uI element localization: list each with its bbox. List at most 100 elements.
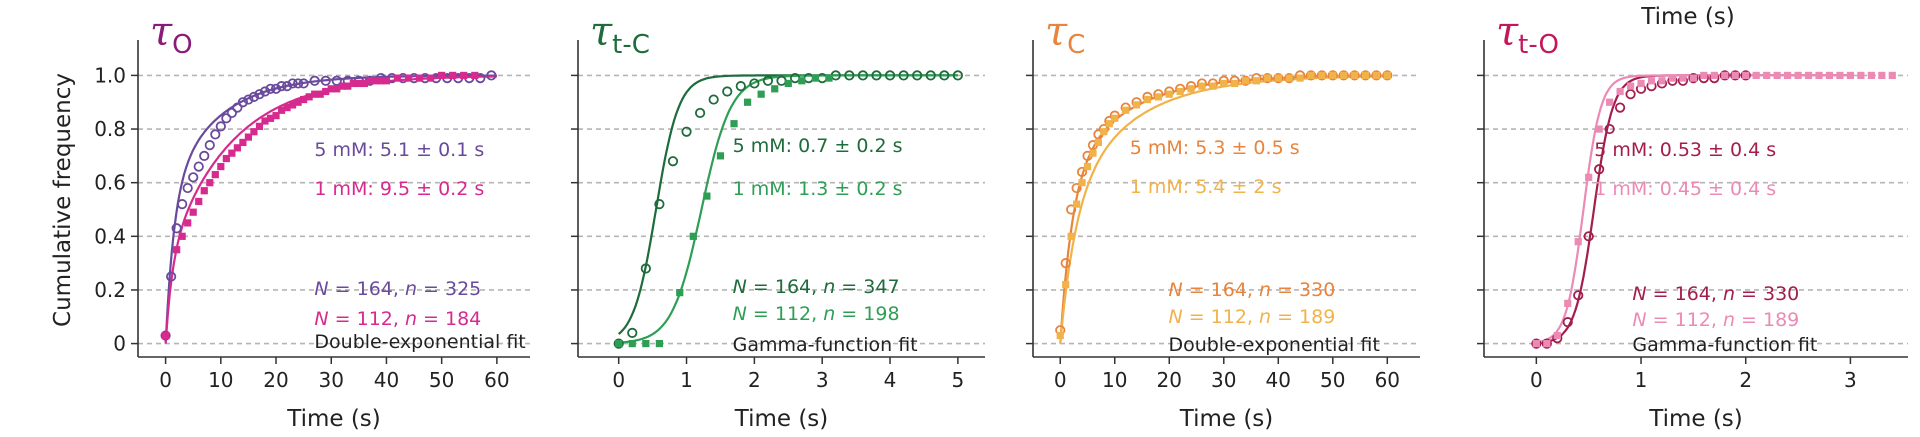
- data-point: [857, 70, 869, 81]
- figure-ylabel: Cumulative frequency: [50, 73, 76, 327]
- data-point: [1647, 77, 1656, 85]
- data-point: [667, 156, 679, 167]
- data-point: [166, 271, 177, 282]
- data-point: [283, 103, 291, 112]
- data-point: [188, 172, 199, 183]
- data-point: [287, 78, 298, 89]
- data-point: [1340, 71, 1348, 80]
- data-point: [1595, 125, 1603, 133]
- data-point: [1815, 71, 1823, 80]
- panel-1: 0 0.2 0.4 0.6 0.8 1.0 0 10 20 30 40 50 60 Time (s) τO 5…: [94, 9, 530, 432]
- panel-title: τO: [150, 9, 193, 60]
- data-point: [438, 71, 446, 80]
- data-point: [226, 107, 237, 119]
- data-point: [1794, 71, 1802, 80]
- data-point: [243, 94, 254, 105]
- data-point: [798, 77, 806, 85]
- data-point: [1350, 71, 1359, 80]
- data-point: [173, 246, 181, 254]
- rate-annotation: 5 mM: 5.1 ± 0.1 s: [314, 139, 484, 161]
- data-point: [771, 85, 779, 93]
- data-point: [1573, 290, 1584, 301]
- count-annotation: N = 164, n = 330: [1168, 279, 1335, 301]
- data-point: [1730, 70, 1741, 81]
- data-point: [1604, 123, 1615, 135]
- data-point: [1198, 82, 1206, 90]
- count-annotation: N = 112, n = 184: [314, 308, 481, 330]
- data-point: [182, 182, 193, 194]
- data-point: [1614, 102, 1626, 113]
- data-point: [222, 154, 230, 163]
- x-axis-title: Time (s): [1179, 406, 1274, 432]
- data-point: [288, 101, 297, 109]
- data-point: [189, 208, 197, 216]
- data-point: [320, 75, 331, 86]
- data-point: [355, 79, 363, 88]
- data-point: [239, 138, 247, 147]
- data-point: [255, 122, 264, 130]
- count-annotation: N = 164, n = 347: [733, 276, 900, 298]
- data-point: [1846, 71, 1855, 80]
- data-point: [1553, 331, 1561, 340]
- data-point: [1105, 120, 1113, 128]
- data-point: [1349, 70, 1360, 81]
- data-point: [305, 93, 313, 101]
- x-tick-label: 4: [884, 368, 897, 392]
- data-point: [404, 74, 413, 82]
- y-tick-label: 0.4: [94, 224, 126, 248]
- data-point: [266, 114, 275, 122]
- data-point: [449, 71, 457, 80]
- data-point: [1688, 72, 1699, 84]
- data-point: [237, 97, 249, 108]
- fit-label: Double-exponential fit: [1168, 334, 1379, 356]
- data-point: [1071, 182, 1082, 194]
- x-tick-label: 10: [1102, 368, 1127, 392]
- data-point: [784, 79, 792, 88]
- data-point: [716, 152, 725, 160]
- data-point: [1327, 70, 1338, 81]
- data-point: [1089, 149, 1097, 157]
- data-point: [1111, 114, 1119, 122]
- data-point: [1307, 71, 1315, 80]
- data-point: [1857, 71, 1865, 80]
- data-point: [460, 71, 468, 80]
- data-point: [177, 199, 188, 210]
- data-point: [694, 107, 706, 119]
- x-tick-label: 2: [748, 368, 761, 392]
- data-point: [703, 192, 711, 200]
- x-tick-label: 0: [1530, 368, 1543, 392]
- data-point: [377, 77, 385, 85]
- data-point: [743, 98, 752, 106]
- data-point: [215, 121, 226, 132]
- data-point: [1187, 85, 1195, 93]
- data-point: [1383, 71, 1391, 80]
- fit-label: Gamma-function fit: [1632, 334, 1817, 356]
- data-point: [270, 83, 282, 94]
- count-annotation: N = 112, n = 189: [1168, 306, 1335, 328]
- data-point: [1067, 232, 1075, 240]
- data-point: [1742, 71, 1750, 80]
- data-point: [871, 70, 882, 81]
- data-point: [1888, 71, 1896, 80]
- data-point: [757, 90, 765, 98]
- data-point: [360, 79, 368, 88]
- rate-annotation: 1 mM: 9.5 ± 0.2 s: [314, 178, 484, 200]
- data-point: [1241, 77, 1250, 85]
- data-point: [1382, 70, 1393, 81]
- data-point: [676, 289, 684, 297]
- data-point: [681, 126, 692, 137]
- data-point: [1132, 101, 1141, 109]
- count-annotation: N = 112, n = 198: [733, 303, 900, 325]
- data-point: [1209, 82, 1217, 90]
- x-axis-title: Time (s): [286, 406, 381, 432]
- data-point: [211, 171, 219, 179]
- data-point: [1731, 71, 1739, 80]
- data-point: [228, 149, 236, 157]
- data-point: [1285, 74, 1293, 82]
- data-point: [1252, 77, 1261, 85]
- data-point: [162, 331, 170, 340]
- data-point: [825, 74, 833, 82]
- fit-label: Gamma-function fit: [733, 334, 918, 356]
